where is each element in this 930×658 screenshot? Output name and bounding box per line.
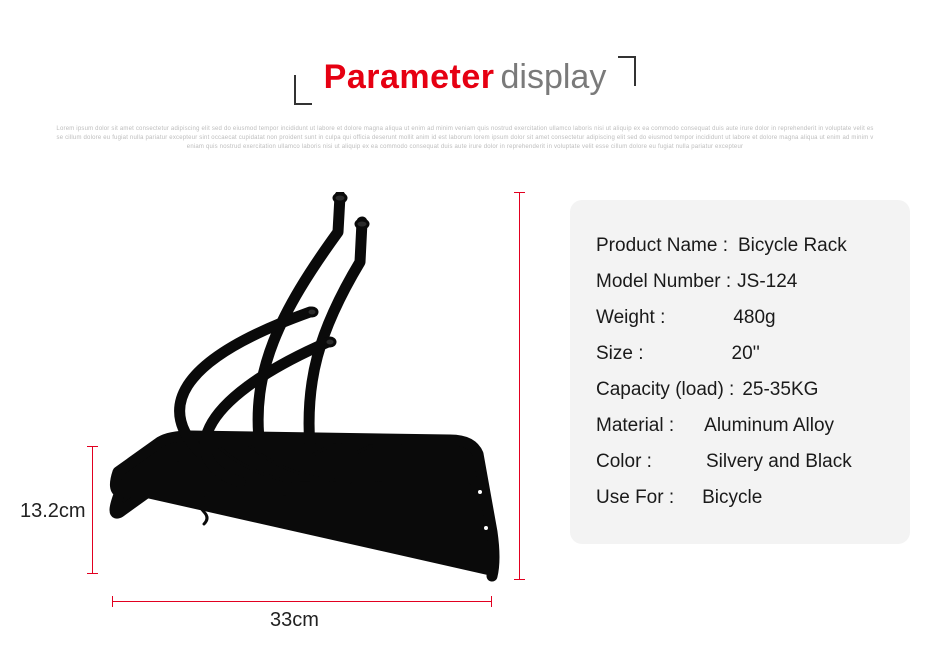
spec-value: 25-35KG: [742, 379, 818, 401]
spec-label: Capacity (load) :: [596, 379, 734, 401]
spec-row-size: Size : 20'': [596, 336, 888, 372]
spec-value: Aluminum Alloy: [704, 415, 834, 437]
spec-row-weight: Weight : 480g: [596, 300, 888, 336]
spec-label: Size :: [596, 343, 644, 365]
spec-label: Use For :: [596, 487, 674, 509]
title-sub: display: [501, 58, 607, 96]
spec-panel: Product Name : Bicycle Rack Model Number…: [570, 200, 910, 544]
spec-value: Bicycle Rack: [738, 235, 847, 257]
title-wrap: Parameterdisplay: [306, 58, 625, 107]
width-dimension-label: 33cm: [270, 609, 319, 632]
header-section: Parameterdisplay Lorem ipsum dolor sit a…: [0, 0, 930, 152]
content-row: 13.2cm 33cm: [0, 152, 930, 632]
bicycle-rack-icon: [100, 192, 510, 592]
depth-dimension-line: [92, 446, 93, 574]
bracket-left-icon: [294, 75, 312, 105]
filler-text: Lorem ipsum dolor sit amet consectetur a…: [56, 125, 874, 152]
depth-dimension-label: 13.2cm: [20, 500, 86, 523]
height-dimension-line: [519, 192, 520, 580]
spec-value: Bicycle: [702, 487, 762, 509]
spec-value: 20'': [732, 343, 760, 365]
spec-value: JS-124: [737, 271, 797, 293]
product-diagram: 13.2cm 33cm: [20, 192, 560, 632]
spec-row-material: Material : Aluminum Alloy: [596, 408, 888, 444]
spec-label: Color :: [596, 451, 652, 473]
spec-label: Model Number :: [596, 271, 731, 293]
spec-row-product-name: Product Name : Bicycle Rack: [596, 228, 888, 264]
spec-row-use-for: Use For : Bicycle: [596, 480, 888, 516]
width-dimension-line: [112, 601, 492, 602]
spec-label: Product Name :: [596, 235, 728, 257]
spec-value: 480g: [733, 307, 775, 329]
bracket-right-icon: [618, 56, 636, 86]
spec-label: Weight :: [596, 307, 665, 329]
spec-row-color: Color : Silvery and Black: [596, 444, 888, 480]
spec-value: Silvery and Black: [706, 451, 852, 473]
title-main: Parameter: [324, 58, 495, 96]
spec-label: Material :: [596, 415, 674, 437]
spec-row-capacity: Capacity (load) : 25-35KG: [596, 372, 888, 408]
spec-row-model-number: Model Number : JS-124: [596, 264, 888, 300]
